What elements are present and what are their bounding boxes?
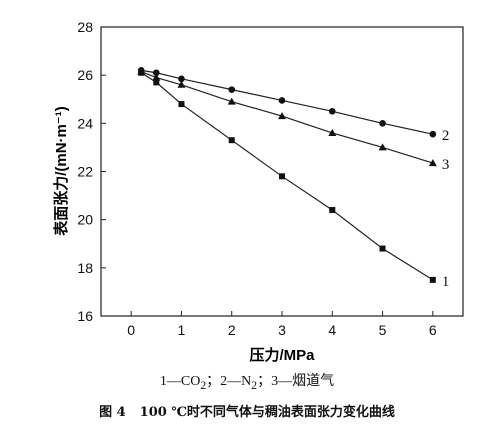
figure-caption: 图 4 100 ℃时不同气体与稠油表面张力变化曲线 [0,401,494,420]
y-tick-label: 18 [77,260,93,276]
legend-item-3: 3—烟道气 [271,374,335,389]
series-3-point [278,112,286,120]
series-1-point [178,101,185,108]
series-3-point [227,97,236,105]
x-tick-label: 1 [178,322,186,338]
series-3-point [152,73,161,81]
series-1-point [228,137,235,144]
x-axis-label: 压力/MPa [249,346,315,364]
y-tick-label: 22 [77,164,93,180]
legend-item-1: 1—CO [159,374,201,389]
series-3-point [378,143,387,151]
y-tick-label: 16 [77,308,93,324]
figure-number: 图 4 [99,405,126,420]
x-tick-label: 4 [328,322,336,338]
series-3-point [177,80,186,88]
legend: 1—CO2；2—N2；3—烟道气 [0,370,494,392]
series-2-point [328,107,336,115]
series-1-point [379,245,386,252]
series-1-point [153,79,160,86]
y-axis-ticks: 16 18 20 22 24 26 28 [77,19,106,324]
y-tick-label: 24 [77,115,93,131]
legend-separator: ； [206,374,221,389]
series-2-point [228,86,236,93]
series-1-point [279,173,285,180]
x-tick-label: 0 [127,322,135,338]
x-tick-label: 2 [228,322,236,338]
series-2-point [379,120,386,127]
y-tick-label: 28 [77,19,93,35]
series-2-point [178,75,185,83]
series-3-point [428,159,437,167]
x-tick-label: 6 [429,322,437,338]
series-2-point [429,130,437,138]
series-3-line [140,70,434,164]
series-1-point [429,276,436,283]
x-tick-label: 5 [379,322,387,338]
series-2-point [278,97,286,104]
legend-separator: ； [257,374,272,389]
series-2-label: 2 [442,128,450,144]
series-1-line [140,72,434,281]
figure-caption-text: 100 ℃时不同气体与稠油表面张力变化曲线 [139,405,395,420]
y-axis-label: 表面张力/(mN·m⁻¹) [52,106,70,236]
series-2-point [153,69,160,77]
series-2-line [141,69,433,135]
chart: 0 1 2 3 4 5 6 16 18 20 22 24 26 28 1 2 3 压力/MPa 表面张力/(… [52,19,464,364]
y-tick-label: 26 [77,67,93,83]
y-tick-label: 20 [77,212,93,228]
legend-item-1-subscript: 2 [200,378,207,392]
series-layer: 1 2 3 [137,67,449,290]
x-tick-label: 3 [278,322,286,338]
series-3-point [137,67,146,75]
series-3-point [328,128,337,136]
series-1-point [329,207,336,214]
series-1-label: 1 [442,274,450,290]
legend-item-2: 2—N [220,374,252,389]
series-3-label: 3 [442,157,450,173]
legend-item-2-subscript: 2 [251,378,258,392]
x-axis-ticks: 0 1 2 3 4 5 6 [127,311,437,338]
